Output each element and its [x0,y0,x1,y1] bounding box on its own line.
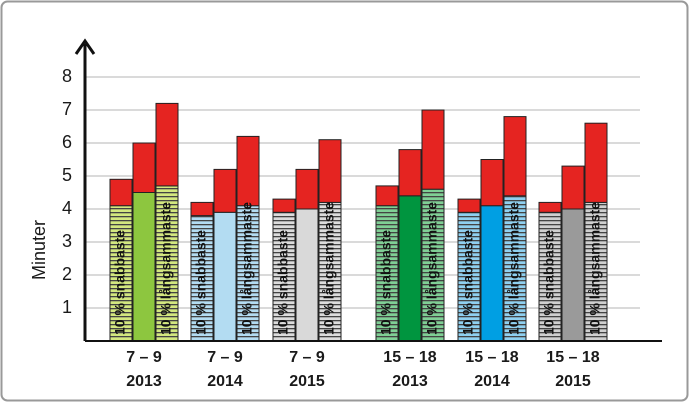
bar-base [213,211,237,342]
bar-top [538,201,562,213]
bar-base [480,205,504,342]
bar-label: 10 % snabbaste [460,230,476,335]
y-tick-label: 7 [62,99,72,119]
bar-top [375,185,399,207]
y-tick-label: 3 [62,231,72,251]
x-tick-label: 2013 [126,373,162,390]
bar-top [132,142,156,193]
bar-top [584,122,608,203]
bar-base [295,208,319,342]
bar-top [457,198,481,213]
x-tick-label: 2014 [207,373,243,390]
bar-top [272,198,296,213]
bar-top [155,102,179,187]
x-tick-label: 15 – 18 [383,349,436,366]
bar-label: 10 % långsammaste [506,202,522,335]
bar-top [109,178,133,207]
bar-label: 10 % långsammaste [321,202,337,335]
x-tick-label: 2015 [289,373,325,390]
bar-top [398,149,422,197]
y-axis-label: Minuter [29,220,49,280]
x-tick-label: 15 – 18 [465,349,518,366]
bar-label: 10 % snabbaste [378,230,394,335]
y-tick-label: 5 [62,165,72,185]
y-axis-arrow [74,38,96,55]
x-tick-label: 2014 [474,373,510,390]
bar-label: 10 % långsammaste [424,202,440,335]
bar-label: 10 % långsammaste [587,202,603,335]
bar-base [132,192,156,342]
bar-top [213,168,237,213]
bar-label: 10 % snabbaste [193,230,209,335]
bar-top [295,168,319,210]
bar-label: 10 % snabbaste [112,230,128,335]
bar-base [398,195,422,342]
bar-label: 10 % snabbaste [541,230,557,335]
y-tick-label: 8 [62,66,72,86]
bar-top [561,165,585,210]
bar-top [236,135,260,207]
y-tick-label: 2 [62,264,72,284]
y-tick-label: 1 [62,297,72,317]
x-tick-label: 7 – 9 [207,349,243,366]
bar-label: 10 % långsammaste [239,202,255,335]
bar-top [421,109,445,190]
y-tick-label: 4 [62,198,72,218]
bar-label: 10 % långsammaste [158,202,174,335]
x-tick-label: 2015 [555,373,591,390]
bar-label: 10 % snabbaste [275,230,291,335]
x-tick-label: 15 – 18 [546,349,599,366]
bar-top [503,116,527,197]
bar-top [318,139,342,203]
x-tick-label: 7 – 9 [126,349,162,366]
y-tick-label: 6 [62,132,72,152]
bar-top [190,201,214,217]
x-tick-label: 2013 [392,373,428,390]
bar-base [561,208,585,342]
bar-top [480,159,504,207]
x-tick-label: 7 – 9 [289,349,325,366]
